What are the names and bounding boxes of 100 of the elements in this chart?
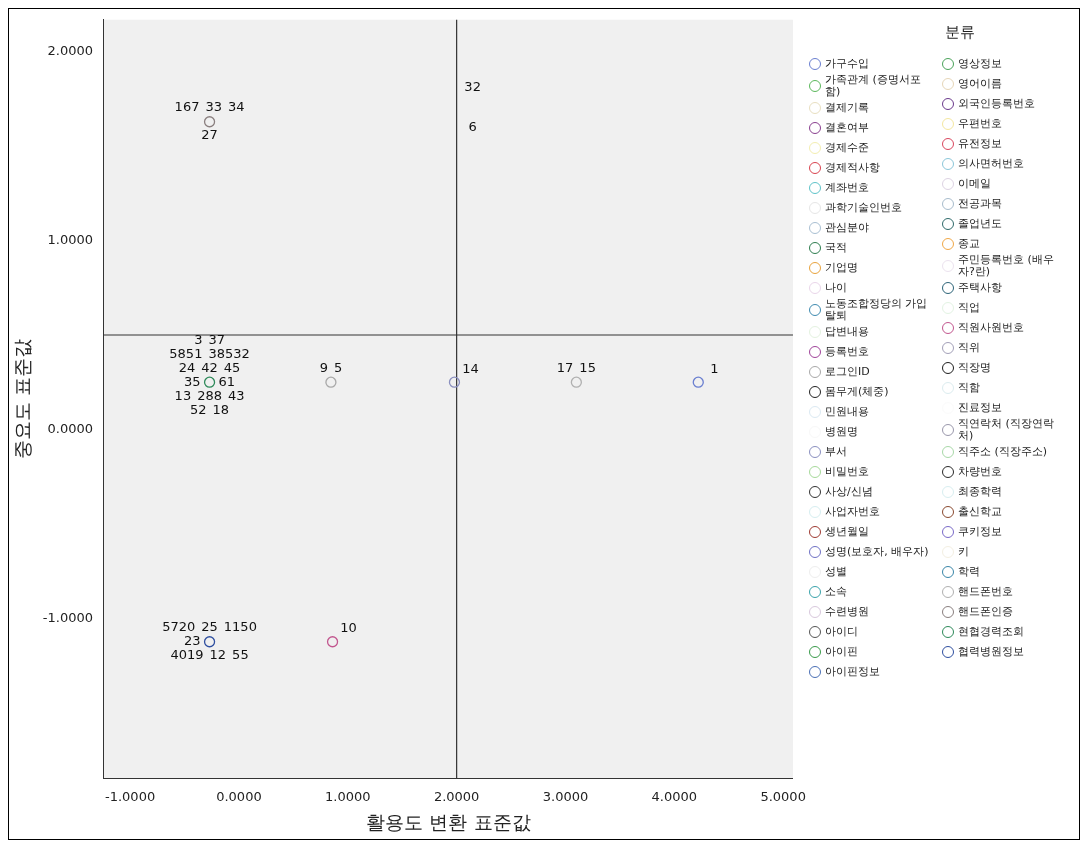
legend-label: 로그인ID xyxy=(825,365,871,378)
legend-label: 사상/신념 xyxy=(825,485,874,498)
legend-label: 출신학교 xyxy=(958,505,1003,518)
annotation: 5720 xyxy=(162,619,196,635)
legend-label: 성명(보호자, 배우자) xyxy=(825,545,929,558)
legend-label: 민원내용 xyxy=(825,405,870,418)
legend-label: 사업자번호 xyxy=(825,505,881,518)
legend-label: 이메일 xyxy=(958,177,992,190)
legend-label: 가족관계 (증명서포함) xyxy=(825,73,922,98)
y-axis-title: 중요도 표준값 xyxy=(11,339,34,460)
annotation: 37 xyxy=(208,331,225,347)
legend-label: 직함 xyxy=(958,381,981,394)
annotation: 9 xyxy=(319,359,328,375)
legend-label: 유전정보 xyxy=(958,137,1003,150)
annotation: 17 xyxy=(556,359,574,375)
annotation: 18 xyxy=(212,401,230,417)
annotation: 5851 xyxy=(169,345,203,361)
legend-label: 관심분야 xyxy=(825,221,870,234)
legend-label: 답변내용 xyxy=(825,325,870,338)
legend-label: 키 xyxy=(958,545,970,558)
legend-label: 협력병원정보 xyxy=(958,645,1025,658)
x-tick-label: 4.0000 xyxy=(651,788,698,804)
x-axis-title: 활용도 변환 표준값 xyxy=(366,810,531,833)
y-tick-label: 0.0000 xyxy=(47,420,93,436)
legend-label: 의사면허번호 xyxy=(958,157,1025,170)
legend-label: 직연락처 (직장연락처) xyxy=(958,417,1055,442)
x-tick-label: 0.0000 xyxy=(216,788,262,804)
legend-label: 현협경력조회 xyxy=(958,625,1025,638)
annotation: 42 xyxy=(201,359,218,375)
legend-label: 성별 xyxy=(825,565,848,578)
legend-label: 경제수준 xyxy=(825,141,870,154)
legend-label: 아이디 xyxy=(825,625,859,638)
legend-label: 계좌번호 xyxy=(825,181,870,194)
legend-label: 영상정보 xyxy=(958,57,1003,70)
x-tick-label: 3.0000 xyxy=(542,788,589,804)
legend-label: 비밀번호 xyxy=(825,465,870,478)
legend-label: 가구수입 xyxy=(825,57,870,70)
annotation: 34 xyxy=(227,99,245,115)
annotation: 55 xyxy=(232,647,249,663)
annotation: 3 xyxy=(194,331,203,347)
legend-label: 결제기록 xyxy=(825,101,870,114)
annotation: 15 xyxy=(579,359,596,375)
annotation: 12 xyxy=(209,647,227,663)
legend-label: 부서 xyxy=(825,445,848,458)
legend-label: 전공과목 xyxy=(958,197,1003,210)
legend-label: 직위 xyxy=(958,341,981,354)
legend-label: 주택사항 xyxy=(958,281,1003,294)
legend-label: 아이핀 xyxy=(825,645,859,658)
annotation: 45 xyxy=(223,359,241,375)
legend-title: 분류 xyxy=(944,23,976,42)
legend-label: 진료정보 xyxy=(958,401,1003,414)
legend-label: 기업명 xyxy=(825,261,859,274)
legend-label: 등록번호 xyxy=(825,345,870,358)
legend-label: 국적 xyxy=(825,241,848,254)
legend-label: 직장명 xyxy=(958,361,992,374)
x-tick-label: 5.0000 xyxy=(760,788,806,804)
legend-label: 종교 xyxy=(958,237,981,250)
annotation: 1150 xyxy=(223,619,257,635)
legend-label: 소속 xyxy=(825,585,848,598)
annotation: 25 xyxy=(201,619,218,635)
annotation: 6 xyxy=(468,118,477,134)
legend-label: 나이 xyxy=(825,281,848,294)
legend-label: 영어이름 xyxy=(958,77,1003,90)
annotation: 52 xyxy=(190,401,207,417)
annotation: 4019 xyxy=(170,647,204,663)
legend-label: 아이핀정보 xyxy=(825,665,881,678)
y-tick-label: -1.0000 xyxy=(42,609,93,625)
legend-label: 병원명 xyxy=(825,425,859,438)
annotation: 5 xyxy=(333,359,343,375)
annotation: 43 xyxy=(227,387,245,403)
annotation: 14 xyxy=(462,360,479,376)
annotation: 288 xyxy=(197,387,222,403)
legend-label: 최종학력 xyxy=(958,485,1003,498)
legend-label: 졸업년도 xyxy=(958,217,1003,230)
annotation: 13 xyxy=(174,387,192,403)
legend-label: 수련병원 xyxy=(825,605,870,618)
annotation: 1 xyxy=(710,360,719,376)
legend-label: 결혼여부 xyxy=(825,121,870,134)
annotation: 167 xyxy=(174,99,200,115)
legend-label: 주민등록번호 (배우자?란) xyxy=(958,253,1055,278)
annotation: 35 xyxy=(184,373,201,389)
legend-label: 노동조합정당의 가입탈퇴 xyxy=(825,297,929,322)
legend-label: 우편번호 xyxy=(958,117,1003,130)
legend-label: 직업 xyxy=(958,301,981,314)
legend-label: 쿠키정보 xyxy=(958,525,1003,538)
legend-label: 직주소 (직장주소) xyxy=(958,445,1049,458)
legend-label: 학력 xyxy=(958,565,981,578)
x-tick-label: 1.0000 xyxy=(325,788,371,804)
legend-label: 과학기술인번호 xyxy=(825,201,903,214)
annotation: 27 xyxy=(201,127,218,143)
annotation: 61 xyxy=(218,373,236,389)
annotation: 32 xyxy=(464,79,481,95)
y-tick-label: 2.0000 xyxy=(47,43,93,59)
x-tick-label: 2.0000 xyxy=(433,788,480,804)
legend-label: 생년월일 xyxy=(825,525,870,538)
legend-label: 외국인등록번호 xyxy=(958,97,1036,110)
legend-label: 몸무게(체중) xyxy=(825,385,890,398)
legend-label: 차량번호 xyxy=(958,465,1003,478)
legend-label: 경제적사항 xyxy=(825,161,881,174)
legend-label: 핸드폰인증 xyxy=(958,605,1014,618)
